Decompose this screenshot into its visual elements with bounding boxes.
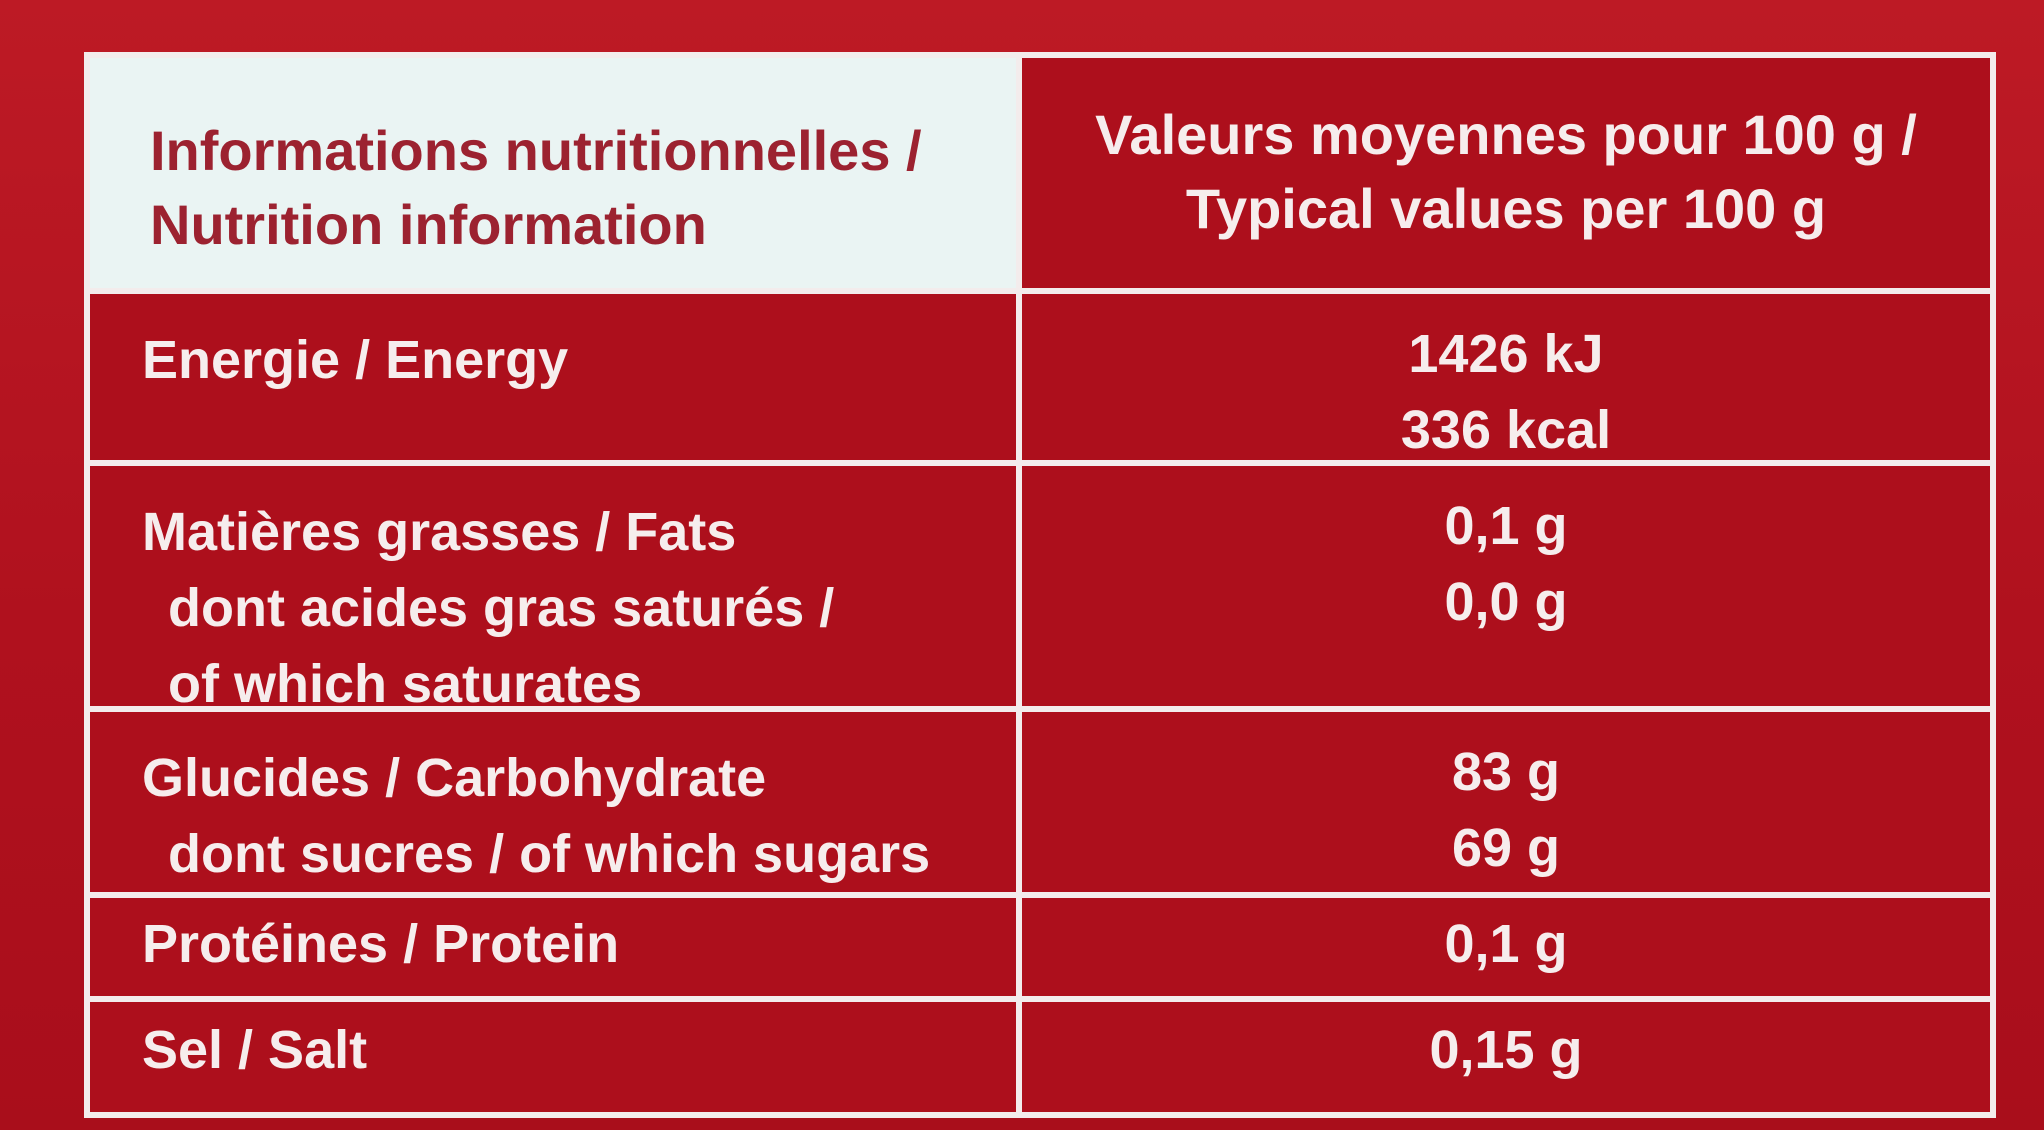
row-label: Glucides / Carbohydrate [142,748,767,808]
table-row-salt-value: 0,15 g [1022,1002,1990,1112]
header-value-line2: Typical values per 100 g [1185,177,1827,240]
row-value: 1426 kJ [1408,324,1604,384]
nutrition-table: Informations nutritionnelles / Nutrition… [84,52,1996,1118]
row-value: 83 g [1451,742,1561,802]
table-row-carbohydrate-value: 83 g 69 g [1022,712,1990,898]
row-label: Matières grasses / Fats [142,502,737,562]
row-label: Energie / Energy [142,330,569,390]
header-label-line2: Nutrition information [150,193,707,256]
row-sub-label: dont sucres / of which sugars [168,824,931,884]
row-sub-label: of which saturates [168,654,643,714]
table-row-salt-label: Sel / Salt [90,1002,1022,1112]
header-value-line1: Valeurs moyennes pour 100 g / [1095,103,1917,166]
table-row-energy-label: Energie / Energy [90,294,1022,466]
row-value: 69 g [1451,818,1561,878]
row-label: Sel / Salt [142,1020,368,1080]
table-row-carbohydrate-label: Glucides / Carbohydrate dont sucres / of… [90,712,1022,898]
table-row-energy-value: 1426 kJ 336 kcal [1022,294,1990,466]
row-value: 0,0 g [1444,572,1568,632]
row-value: 336 kcal [1400,400,1612,460]
table-row-fats-value: 0,1 g 0,0 g [1022,466,1990,712]
row-value: 0,1 g [1444,496,1568,556]
table-row-protein-label: Protéines / Protein [90,898,1022,1002]
row-label: Protéines / Protein [142,914,620,974]
row-sub-label: dont acides gras saturés / [168,578,835,638]
header-label-line1: Informations nutritionnelles / [150,119,922,182]
header-label-cell: Informations nutritionnelles / Nutrition… [90,58,1022,294]
row-value: 0,1 g [1444,914,1568,974]
header-value-cell: Valeurs moyennes pour 100 g / Typical va… [1022,58,1990,294]
table-row-protein-value: 0,1 g [1022,898,1990,1002]
row-value: 0,15 g [1429,1020,1583,1080]
table-row-fats-label: Matières grasses / Fats dont acides gras… [90,466,1022,714]
